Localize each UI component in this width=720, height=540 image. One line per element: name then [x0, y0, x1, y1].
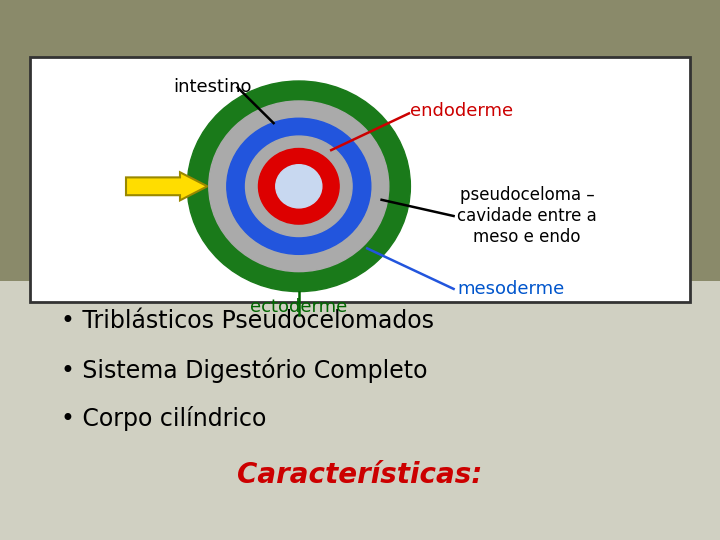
Text: ectoderme: ectoderme	[250, 298, 348, 316]
Ellipse shape	[227, 118, 371, 254]
Text: mesoderme: mesoderme	[457, 280, 564, 298]
Text: endoderme: endoderme	[410, 102, 513, 120]
Ellipse shape	[246, 136, 352, 237]
FancyBboxPatch shape	[0, 0, 720, 281]
Text: Características:: Características:	[238, 461, 482, 489]
Text: intestino: intestino	[173, 78, 252, 96]
Text: pseudoceloma –
cavidade entre a
meso e endo: pseudoceloma – cavidade entre a meso e e…	[457, 186, 597, 246]
FancyBboxPatch shape	[0, 281, 720, 540]
Text: • Sistema Digestório Completo: • Sistema Digestório Completo	[61, 357, 428, 383]
Text: • Triblásticos Pseudocelomados: • Triblásticos Pseudocelomados	[61, 309, 434, 333]
Ellipse shape	[276, 165, 322, 208]
Ellipse shape	[258, 148, 339, 224]
Ellipse shape	[209, 101, 389, 272]
FancyArrow shape	[126, 172, 207, 200]
Ellipse shape	[187, 81, 410, 292]
FancyBboxPatch shape	[0, 281, 720, 540]
Text: • Corpo cilíndrico: • Corpo cilíndrico	[61, 406, 266, 431]
FancyBboxPatch shape	[30, 57, 690, 302]
